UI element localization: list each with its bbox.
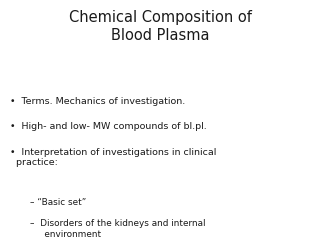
- Text: •  Interpretation of investigations in clinical
  practice:: • Interpretation of investigations in cl…: [10, 148, 216, 167]
- Text: •  High- and low- MW compounds of bl.pl.: • High- and low- MW compounds of bl.pl.: [10, 122, 206, 132]
- Text: – “Basic set”: – “Basic set”: [30, 198, 87, 207]
- Text: –  Disorders of the kidneys and internal
     environment: – Disorders of the kidneys and internal …: [30, 219, 206, 239]
- Text: •  Terms. Mechanics of investigation.: • Terms. Mechanics of investigation.: [10, 97, 185, 106]
- Text: Chemical Composition of
Blood Plasma: Chemical Composition of Blood Plasma: [68, 10, 252, 43]
